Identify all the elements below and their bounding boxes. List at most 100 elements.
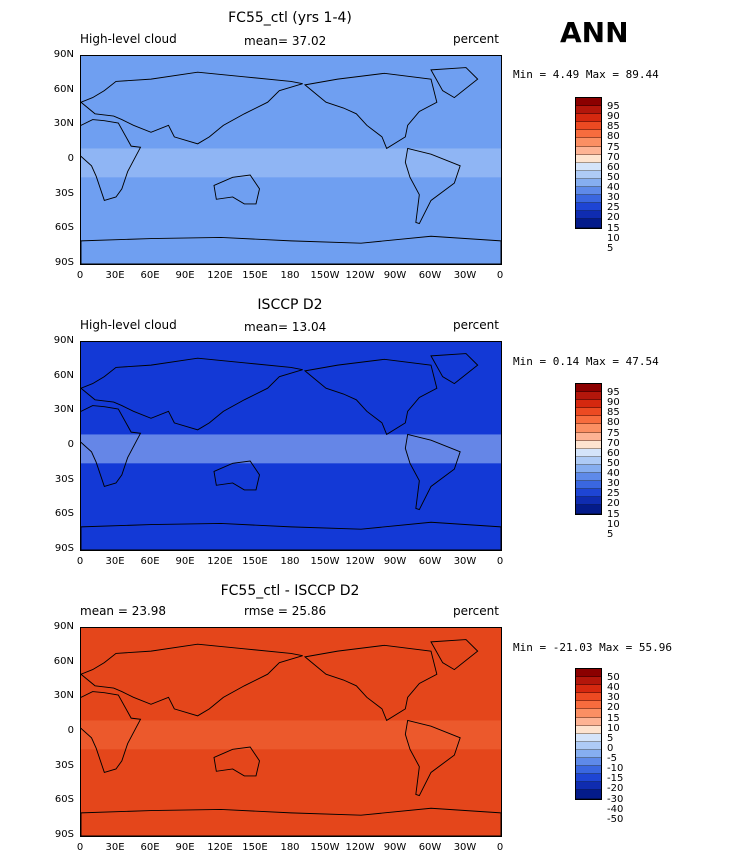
legend-swatch xyxy=(576,774,601,783)
lon-tick-label: 120E xyxy=(207,270,233,281)
legend-label: 85 xyxy=(607,407,620,419)
color-legend xyxy=(575,668,602,800)
lon-tick-label: 120E xyxy=(207,556,233,567)
lon-tick-label: 30E xyxy=(105,556,125,567)
lat-tick-label: 30S xyxy=(54,473,74,485)
lon-tick-label: 120E xyxy=(207,842,233,853)
legend-swatch xyxy=(576,701,601,710)
legend-swatch xyxy=(576,473,601,482)
lat-tick-label: 60N xyxy=(53,369,74,381)
lon-tick-label: 150W xyxy=(310,556,340,567)
coastline xyxy=(303,358,438,436)
coastline xyxy=(81,521,501,550)
lon-tick-label: 60E xyxy=(140,842,160,853)
lon-tick-label: 90W xyxy=(383,556,407,567)
lon-tick-label: 30W xyxy=(453,842,477,853)
lon-tick-label: 90E xyxy=(175,842,195,853)
lon-tick-label: 90W xyxy=(383,842,407,853)
color-legend xyxy=(575,97,602,229)
coastline xyxy=(81,691,142,774)
coastline xyxy=(303,644,438,722)
coastline xyxy=(81,235,501,264)
legend-swatch xyxy=(576,114,601,123)
legend-swatch xyxy=(576,424,601,433)
coastline xyxy=(81,71,303,145)
legend-swatch xyxy=(576,154,601,163)
lat-tick-label: 0 xyxy=(67,725,74,736)
legend-label: 60 xyxy=(607,161,620,173)
legend-swatch xyxy=(576,497,601,506)
map-field xyxy=(81,628,501,836)
lon-tick-label: 0 xyxy=(76,556,84,567)
legend-swatch xyxy=(576,489,601,498)
legend-swatch xyxy=(576,130,601,139)
legend-swatch xyxy=(576,170,601,179)
legend-label: 5 xyxy=(607,242,614,254)
legend-swatch xyxy=(576,766,601,775)
coastline xyxy=(81,807,501,836)
legend-swatch xyxy=(576,717,601,726)
legend-swatch xyxy=(576,392,601,401)
lon-tick-label: 120W xyxy=(345,270,375,281)
legend-label: 40 xyxy=(607,682,620,694)
panel-title: FC55_ctl (yrs 1-4) xyxy=(228,10,352,26)
lon-tick-label: 90E xyxy=(175,556,195,567)
panel-units-label: percent xyxy=(453,32,499,46)
tropical-band xyxy=(81,434,501,464)
minmax-label: Min = 0.14 Max = 47.54 xyxy=(513,355,659,368)
legend-swatch xyxy=(576,211,601,220)
lat-tick-label: 0 xyxy=(67,439,74,450)
lon-tick-label: 0 xyxy=(496,556,504,567)
legend-label: 60 xyxy=(607,447,620,459)
lat-tick-label: 90N xyxy=(53,335,74,346)
legend-label: 0 xyxy=(607,742,614,754)
panel-title: FC55_ctl - ISCCP D2 xyxy=(220,583,360,599)
coastline xyxy=(430,353,479,385)
legend-swatch xyxy=(576,408,601,417)
coastline xyxy=(213,174,260,205)
lat-tick-label: 30S xyxy=(54,759,74,771)
lon-tick-label: 150W xyxy=(310,842,340,853)
lon-tick-label: 30E xyxy=(105,842,125,853)
legend-label: 70 xyxy=(607,437,620,449)
coastline xyxy=(303,72,438,150)
legend-label: 85 xyxy=(607,121,620,133)
legend-label: -30 xyxy=(607,793,624,805)
coastline xyxy=(404,433,461,511)
legend-swatch xyxy=(576,400,601,409)
legend-swatch xyxy=(576,440,601,449)
lat-tick-label: 60N xyxy=(53,83,74,95)
legend-swatch xyxy=(576,219,601,228)
lon-tick-label: 150E xyxy=(242,842,268,853)
legend-label: 25 xyxy=(607,202,620,214)
lat-tick-label: 90S xyxy=(54,257,74,268)
legend-label: 80 xyxy=(607,131,620,143)
legend-label: 40 xyxy=(607,468,620,480)
legend-swatch xyxy=(576,741,601,750)
legend-label: 90 xyxy=(607,111,620,123)
legend-label: 10 xyxy=(607,722,620,734)
lon-tick-label: 120W xyxy=(345,556,375,567)
lon-tick-label: 60E xyxy=(140,556,160,567)
legend-label: 20 xyxy=(607,498,620,510)
legend-label: 10 xyxy=(607,518,620,530)
legend-label: -20 xyxy=(607,783,624,795)
legend-swatch xyxy=(576,733,601,742)
lat-tick-label: 60S xyxy=(54,222,74,234)
legend-label: 40 xyxy=(607,182,620,194)
season-label: ANN xyxy=(560,16,629,49)
lon-tick-label: 90W xyxy=(383,270,407,281)
tropical-band xyxy=(81,148,501,178)
map-field xyxy=(81,342,501,550)
legend-swatch xyxy=(576,758,601,767)
legend-label: -40 xyxy=(607,803,624,815)
legend-swatch xyxy=(576,195,601,204)
lon-tick-label: 60W xyxy=(418,842,442,853)
legend-swatch xyxy=(576,138,601,147)
lat-tick-label: 60S xyxy=(54,794,74,806)
panel-units-label: percent xyxy=(453,318,499,332)
lon-tick-label: 0 xyxy=(76,842,84,853)
lon-tick-label: 30E xyxy=(105,270,125,281)
map-plot xyxy=(80,627,502,837)
panel-title: ISCCP D2 xyxy=(257,297,323,313)
